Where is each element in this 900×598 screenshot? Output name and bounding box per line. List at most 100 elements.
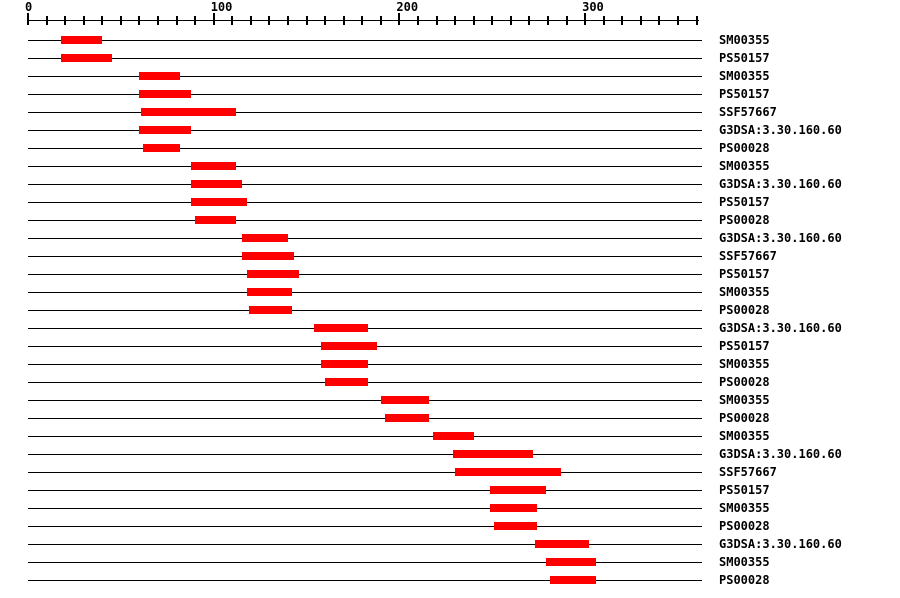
domain-bar[interactable] (248, 306, 292, 314)
signature-label[interactable]: SM00355 (719, 555, 770, 569)
signature-label[interactable]: PS00028 (719, 303, 770, 317)
domain-bar[interactable] (241, 252, 294, 260)
axis-major-tick (584, 13, 587, 25)
signature-label[interactable]: PS00028 (719, 411, 770, 425)
signature-label[interactable]: PS00028 (719, 213, 770, 227)
axis-minor-tick (509, 16, 512, 25)
axis-minor-tick (268, 16, 271, 25)
signature-label[interactable]: SM00355 (719, 393, 770, 407)
domain-bar[interactable] (534, 540, 589, 548)
domain-bar[interactable] (191, 162, 236, 170)
signature-label[interactable]: G3DSA:3.30.160.60 (719, 123, 842, 137)
axis-minor-tick (101, 16, 104, 25)
track-line (28, 148, 702, 149)
domain-bar[interactable] (549, 576, 597, 584)
domain-bar[interactable] (455, 468, 561, 476)
signature-label[interactable]: SM00355 (719, 357, 770, 371)
signature-label[interactable]: PS50157 (719, 483, 770, 497)
axis-minor-tick (546, 16, 549, 25)
domain-bar[interactable] (61, 36, 103, 44)
axis-minor-tick (324, 16, 327, 25)
domain-bar[interactable] (321, 342, 378, 350)
axis-minor-tick (231, 16, 234, 25)
domain-bar[interactable] (325, 378, 368, 386)
signature-label[interactable]: SM00355 (719, 69, 770, 83)
signature-label[interactable]: SSF57667 (719, 249, 777, 263)
domain-bar[interactable] (432, 432, 474, 440)
signature-label[interactable]: PS00028 (719, 141, 770, 155)
signature-label[interactable]: SM00355 (719, 285, 770, 299)
signature-label[interactable]: SM00355 (719, 501, 770, 515)
domain-bar[interactable] (247, 288, 292, 296)
domain-bar[interactable] (313, 324, 368, 332)
signature-label[interactable]: G3DSA:3.30.160.60 (719, 231, 842, 245)
axis-minor-tick (138, 16, 141, 25)
axis-minor-tick (82, 16, 85, 25)
axis-minor-tick (249, 16, 252, 25)
domain-bar[interactable] (241, 234, 288, 242)
domain-bar[interactable] (453, 450, 534, 458)
domain-bar[interactable] (490, 504, 537, 512)
track-line (28, 76, 702, 77)
domain-bar[interactable] (139, 126, 192, 134)
domain-bar[interactable] (61, 54, 112, 62)
signature-label[interactable]: PS00028 (719, 573, 770, 587)
axis-tick-label: 100 (210, 0, 233, 14)
signature-label[interactable]: PS50157 (719, 195, 770, 209)
signature-label[interactable]: SM00355 (719, 429, 770, 443)
track-line (28, 292, 702, 293)
axis-minor-tick (119, 16, 122, 25)
domain-bar[interactable] (139, 90, 192, 98)
track-line (28, 256, 702, 257)
domain-bar[interactable] (195, 216, 236, 224)
signature-label[interactable]: PS50157 (719, 51, 770, 65)
axis-tick-label: 0 (25, 0, 33, 14)
signature-label[interactable]: G3DSA:3.30.160.60 (719, 177, 842, 191)
axis-minor-tick (472, 16, 475, 25)
track-line (28, 40, 702, 41)
axis-minor-tick (286, 16, 289, 25)
domain-bar[interactable] (139, 72, 181, 80)
domain-bar[interactable] (191, 180, 242, 188)
axis-minor-tick (639, 16, 642, 25)
signature-label[interactable]: PS00028 (719, 519, 770, 533)
axis-minor-tick (156, 16, 159, 25)
track-line (28, 94, 702, 95)
track-line (28, 400, 702, 401)
domain-bar[interactable] (546, 558, 597, 566)
axis-minor-tick (621, 16, 624, 25)
axis-minor-tick (528, 16, 531, 25)
track-line (28, 562, 702, 563)
track-line (28, 58, 702, 59)
track-line (28, 166, 702, 167)
axis-major-tick (212, 13, 215, 25)
signature-label[interactable]: G3DSA:3.30.160.60 (719, 321, 842, 335)
domain-bar[interactable] (321, 360, 368, 368)
axis-minor-tick (342, 16, 345, 25)
domain-bar[interactable] (143, 144, 181, 152)
signature-label[interactable]: PS00028 (719, 375, 770, 389)
track-line (28, 544, 702, 545)
signature-label[interactable]: PS50157 (719, 87, 770, 101)
signature-label[interactable]: SSF57667 (719, 465, 777, 479)
domain-bar[interactable] (141, 108, 236, 116)
domain-bar[interactable] (384, 414, 430, 422)
axis-minor-tick (175, 16, 178, 25)
signature-label[interactable]: SM00355 (719, 33, 770, 47)
signature-label[interactable]: G3DSA:3.30.160.60 (719, 537, 842, 551)
domain-bar[interactable] (191, 198, 248, 206)
domain-bar[interactable] (490, 486, 547, 494)
track-line (28, 490, 702, 491)
axis-major-tick (398, 13, 401, 25)
domain-bar[interactable] (494, 522, 537, 530)
signature-label[interactable]: SM00355 (719, 159, 770, 173)
axis-minor-tick (416, 16, 419, 25)
domain-bar[interactable] (247, 270, 300, 278)
signature-label[interactable]: SSF57667 (719, 105, 777, 119)
signature-label[interactable]: G3DSA:3.30.160.60 (719, 447, 842, 461)
signature-label[interactable]: PS50157 (719, 267, 770, 281)
signature-label[interactable]: PS50157 (719, 339, 770, 353)
axis-minor-tick (676, 16, 679, 25)
domain-bar[interactable] (380, 396, 430, 404)
